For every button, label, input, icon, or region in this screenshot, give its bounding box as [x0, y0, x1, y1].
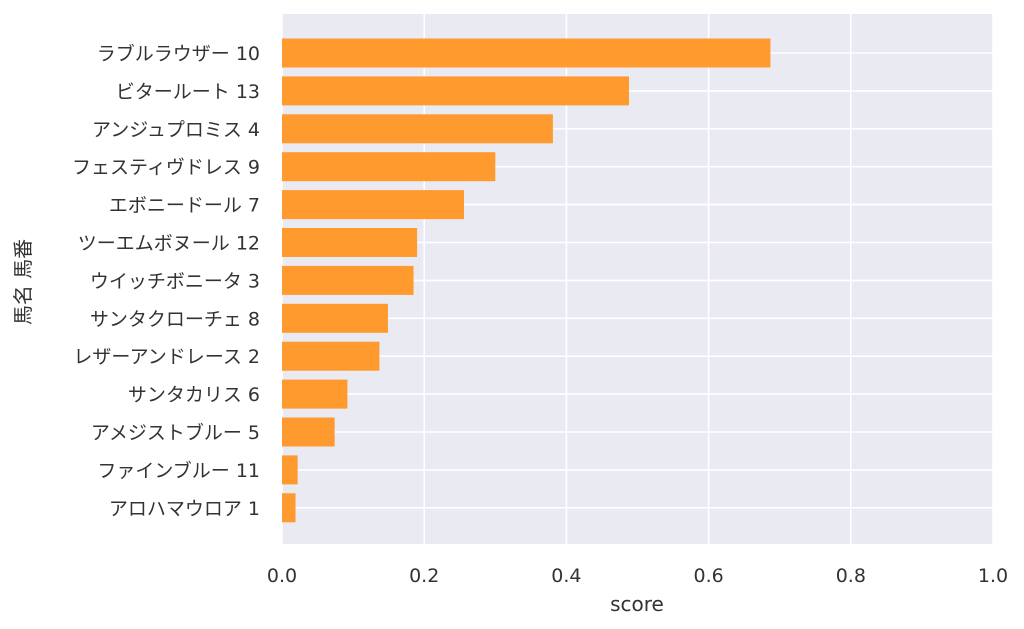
bar — [282, 455, 298, 485]
y-tick-label: ウイッチボニータ 3 — [90, 270, 260, 292]
x-tick-label: 0.6 — [693, 565, 723, 587]
bar — [282, 152, 496, 182]
y-tick-label: ビタールート 13 — [116, 81, 260, 103]
y-tick-label: ツーエムボヌール 12 — [78, 233, 260, 255]
y-tick-labels: ラブルラウザー 10 ビタールート 13 アンジュプロミス 4 フェスティヴドレス 9… — [72, 42, 260, 520]
y-tick-label: レザーアンドレース 2 — [73, 346, 260, 368]
bar — [282, 76, 629, 106]
y-tick-label: サンタカリス 6 — [128, 384, 260, 406]
bars — [282, 38, 771, 523]
y-tick-label: フェスティヴドレス 9 — [72, 157, 260, 179]
y-tick-label: アメジストブルー 5 — [91, 421, 260, 444]
bar — [282, 114, 553, 144]
bar — [282, 303, 388, 333]
y-tick-label: サンタクローチェ 8 — [90, 308, 260, 330]
bar — [282, 190, 465, 220]
x-axis-label: score — [610, 592, 664, 616]
bar — [282, 417, 335, 447]
x-tick-label: 0.2 — [409, 565, 439, 587]
y-tick-label: ラブルラウザー 10 — [97, 42, 260, 65]
x-tick-labels: 0.0 0.2 0.4 0.6 0.8 1.0 — [267, 565, 1008, 587]
bar — [282, 379, 348, 409]
y-tick-label: アロハマウロア 1 — [109, 498, 260, 520]
y-tick-label: アンジュプロミス 4 — [92, 119, 260, 141]
y-axis-label: 馬名 馬番 — [11, 239, 35, 325]
x-tick-label: 1.0 — [978, 565, 1008, 587]
x-tick-label: 0.0 — [267, 565, 297, 587]
bar — [282, 341, 380, 371]
y-tick-label: ファインブルー 11 — [97, 459, 260, 482]
bar — [282, 38, 771, 68]
x-tick-label: 0.4 — [551, 565, 581, 587]
bar — [282, 228, 418, 257]
bar — [282, 265, 414, 295]
bar — [282, 493, 296, 523]
y-tick-label: エボニードール 7 — [109, 195, 260, 217]
x-tick-label: 0.8 — [836, 565, 866, 587]
